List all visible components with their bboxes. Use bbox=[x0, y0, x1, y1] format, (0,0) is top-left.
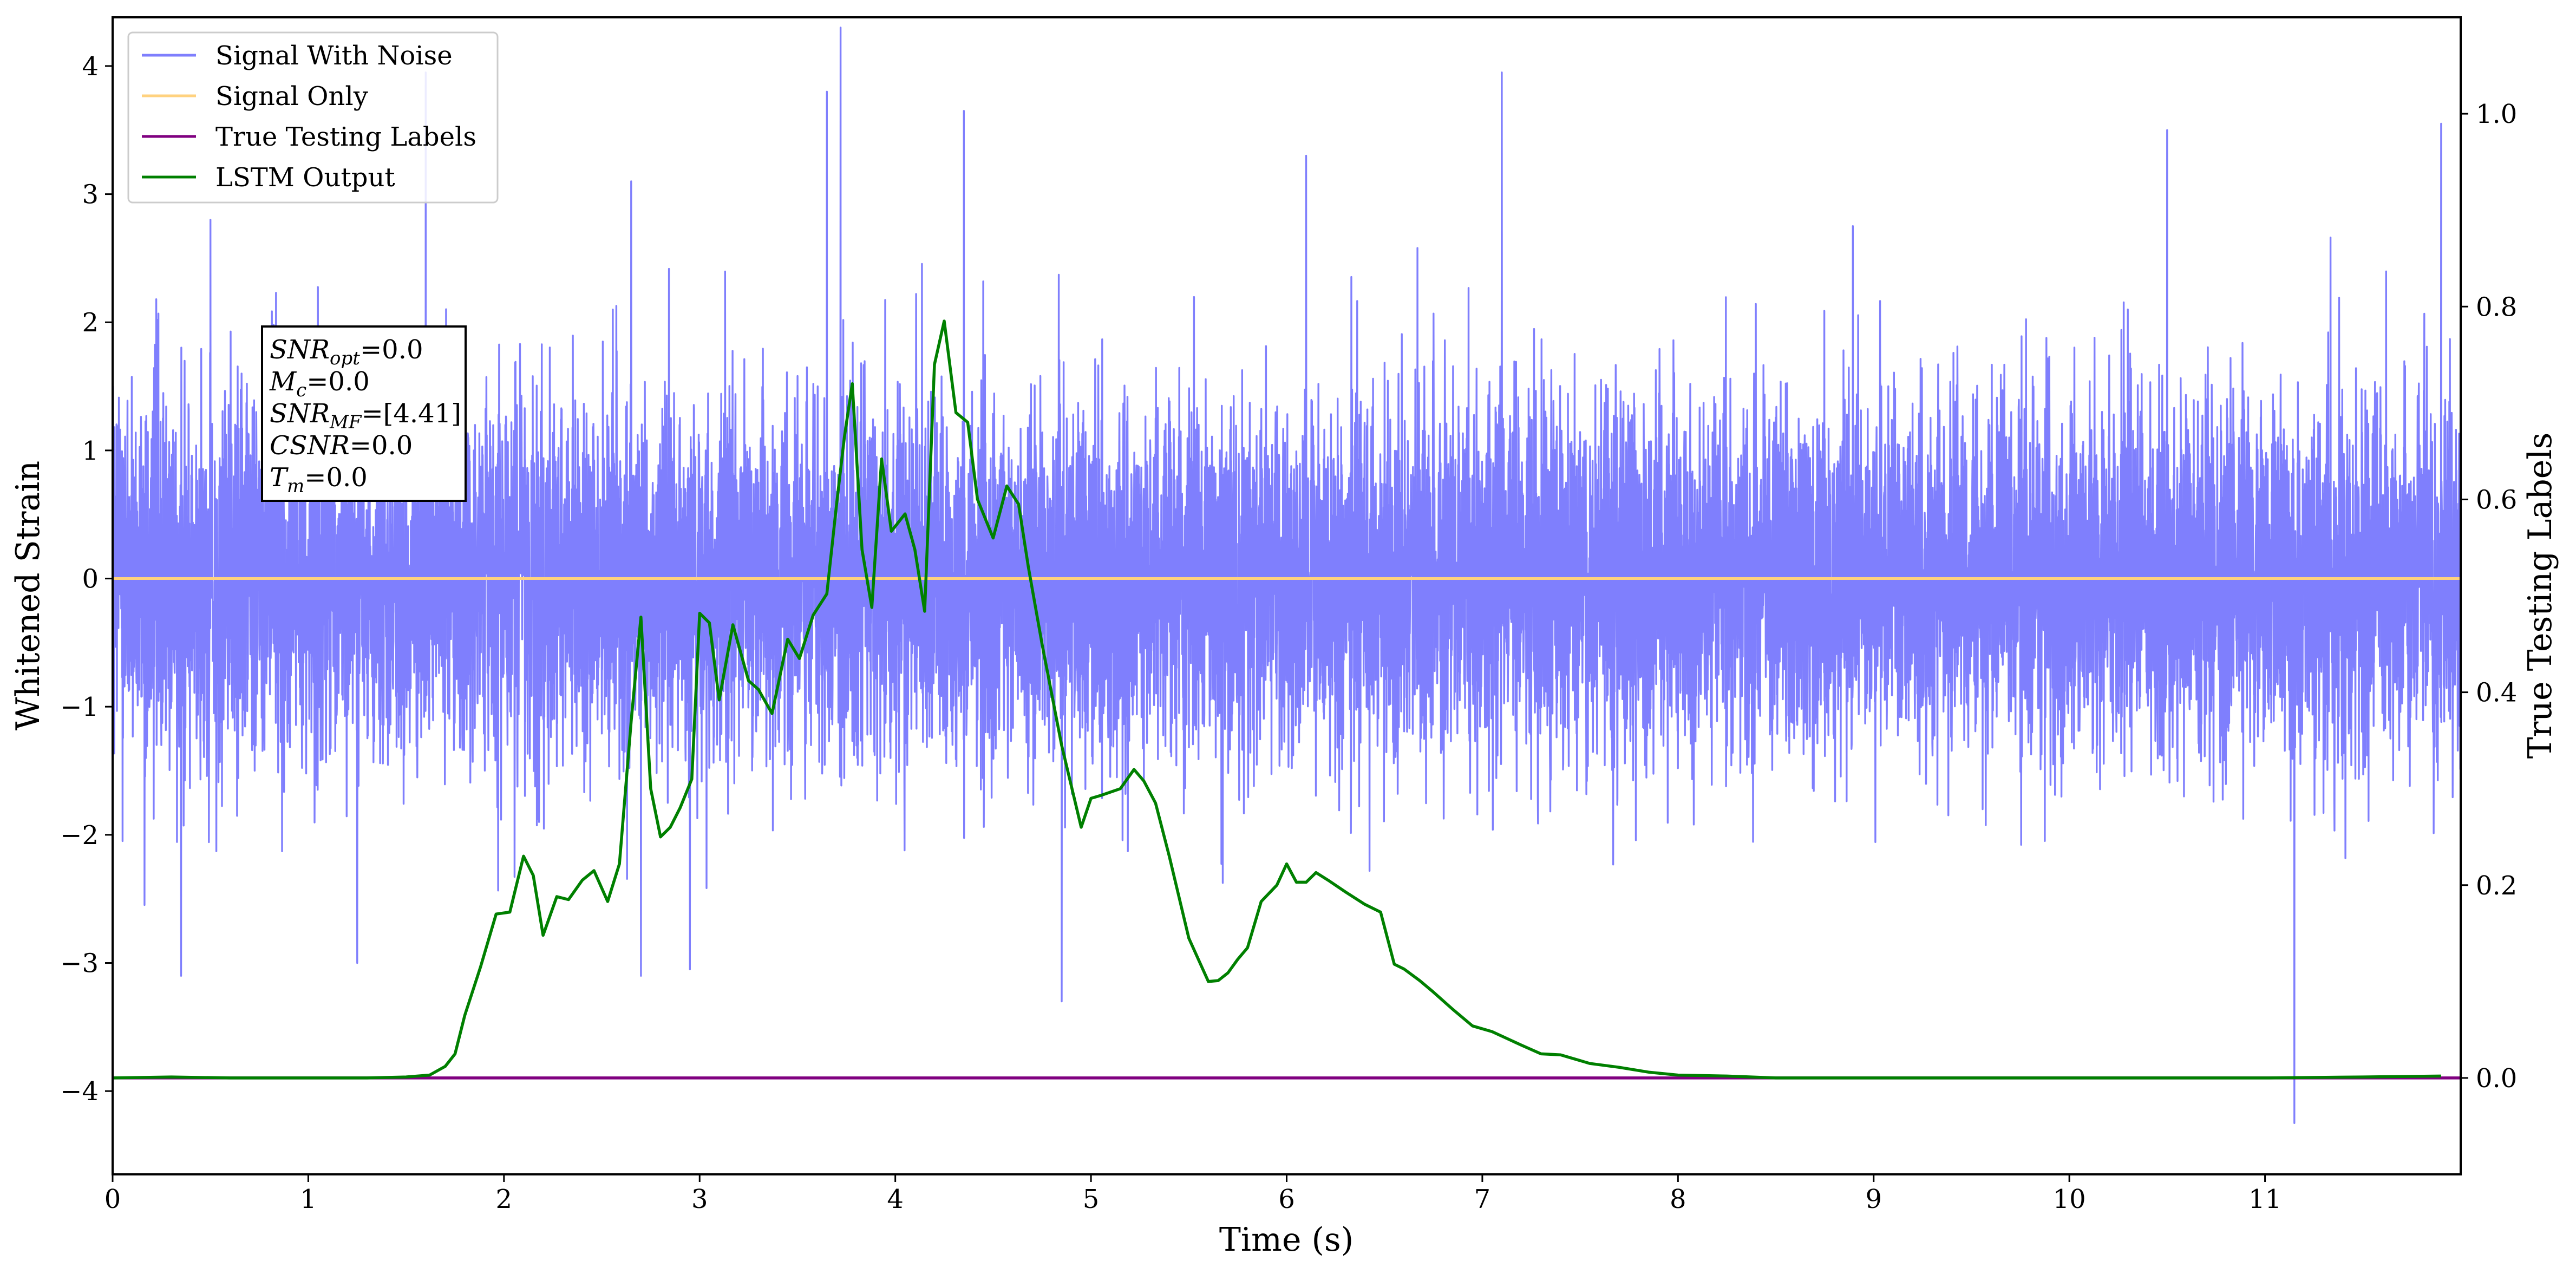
x-tick-label: 7 bbox=[1474, 1184, 1491, 1214]
lstm-output-line bbox=[113, 319, 2441, 1080]
annotation-line: CSNR=0.0 bbox=[270, 430, 413, 461]
annotation-value: =0.0 bbox=[360, 335, 423, 365]
x-axis: 0 1 2 3 4 5 6 7 8 9 10 11 bbox=[104, 1174, 2281, 1214]
y-tick-label: 4 bbox=[82, 51, 99, 82]
annotation-value: =0.0 bbox=[306, 367, 370, 397]
x-tick-label: 8 bbox=[1670, 1184, 1686, 1214]
annotation-value: =[4.41] bbox=[361, 398, 461, 429]
annotation-symbol: M bbox=[269, 367, 297, 397]
y-axis-right: 0.0 0.2 0.4 0.6 0.8 1.0 bbox=[2461, 99, 2517, 1094]
annotation-frame bbox=[261, 325, 467, 502]
y-tick-label: 1 bbox=[82, 436, 99, 466]
annotation-value: =0.0 bbox=[304, 462, 368, 493]
y-tick-label: 0 bbox=[82, 564, 99, 594]
annotation-line: SNRMF=[4.41] bbox=[270, 398, 461, 433]
signal-with-noise-layer bbox=[113, 27, 2461, 1124]
x-tick-label: 5 bbox=[1083, 1184, 1100, 1214]
signal-with-noise-line bbox=[113, 27, 2461, 1124]
x-tick-label: 6 bbox=[1278, 1184, 1295, 1214]
x-tick-label: 11 bbox=[2248, 1184, 2281, 1214]
y-tick-label: 3 bbox=[82, 180, 99, 210]
y-tick-label: −3 bbox=[60, 949, 99, 979]
y2-tick-label: 0.6 bbox=[2476, 485, 2517, 515]
y-tick-label: −1 bbox=[60, 692, 99, 722]
y2-tick-label: 0.2 bbox=[2476, 871, 2517, 901]
annotation-symbol: CSNR bbox=[270, 430, 350, 461]
y2-tick-label: 0.4 bbox=[2476, 678, 2517, 708]
y-axis-left: −4 −3 −2 −1 0 1 2 3 4 bbox=[60, 51, 113, 1107]
x-tick-label: 9 bbox=[1865, 1184, 1882, 1214]
x-tick-label: 10 bbox=[2053, 1184, 2086, 1214]
annotation-symbol: SNR bbox=[270, 335, 330, 365]
annotation-value: =0.0 bbox=[350, 430, 413, 461]
legend-entry: LSTM Output bbox=[215, 162, 395, 193]
annotation-symbol: SNR bbox=[270, 398, 330, 429]
annotation-symbol: T bbox=[270, 462, 289, 493]
y2-axis-label: True Testing Labels bbox=[2521, 433, 2559, 759]
y-tick-label: 2 bbox=[82, 308, 99, 338]
y-tick-label: −2 bbox=[60, 820, 99, 851]
legend: Signal With Noise Signal Only True Testing… bbox=[127, 31, 499, 204]
x-tick-label: 4 bbox=[887, 1184, 904, 1214]
legend-entry: Signal With Noise bbox=[215, 41, 453, 71]
y2-tick-label: 0.8 bbox=[2476, 292, 2517, 322]
y-axis-label: Whitened Strain bbox=[9, 461, 47, 730]
legend-entry: True Testing Labels bbox=[215, 122, 476, 152]
annotation-line: SNRopt=0.0 bbox=[270, 335, 423, 369]
x-axis-label: Time (s) bbox=[1219, 1221, 1354, 1259]
x-tick-label: 0 bbox=[104, 1184, 121, 1214]
y2-tick-label: 0.0 bbox=[2476, 1063, 2517, 1094]
x-tick-label: 2 bbox=[496, 1184, 513, 1214]
annotation-subscript: m bbox=[287, 475, 304, 497]
x-tick-label: 1 bbox=[300, 1184, 317, 1214]
legend-frame bbox=[127, 31, 499, 204]
legend-entry: Signal Only bbox=[215, 81, 368, 112]
annotation-subscript: MF bbox=[329, 411, 362, 433]
y2-tick-label: 1.0 bbox=[2476, 99, 2517, 129]
annotation-subscript: c bbox=[296, 380, 306, 401]
annotation-line: Mc=0.0 bbox=[269, 367, 370, 401]
y-tick-label: −4 bbox=[60, 1076, 99, 1107]
series-lines-layer bbox=[113, 319, 2461, 1080]
annotation-subscript: opt bbox=[330, 348, 360, 369]
annotation-box: SNRopt=0.0Mc=0.0SNRMF=[4.41]CSNR=0.0Tm=0… bbox=[261, 325, 467, 502]
x-tick-label: 3 bbox=[691, 1184, 708, 1214]
annotation-line: Tm=0.0 bbox=[270, 462, 368, 497]
